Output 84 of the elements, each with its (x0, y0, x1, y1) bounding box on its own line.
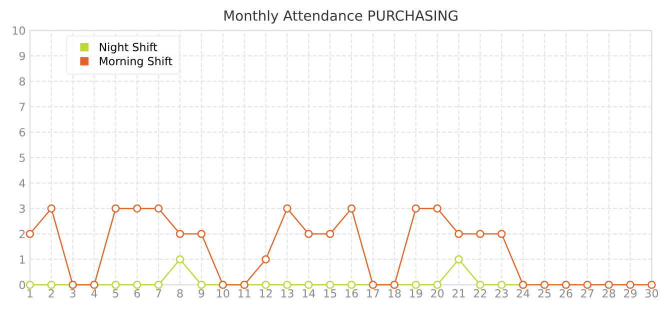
point (283, 204, 292, 213)
point (197, 230, 206, 238)
x-tick-label: 6 (134, 289, 140, 298)
x-tick-label: 5 (113, 289, 118, 298)
x-tick-label: 17 (367, 289, 380, 298)
point (154, 280, 163, 289)
point (347, 280, 356, 289)
point (412, 204, 420, 213)
x-tick-label: 29 (624, 289, 637, 298)
point (262, 255, 270, 264)
point (47, 280, 56, 289)
x-tick-label: 21 (452, 289, 465, 298)
legend-label: Morning Shift (100, 56, 172, 68)
point (176, 255, 184, 264)
x-tick-label: 4 (91, 289, 98, 298)
x-tick-label: 28 (602, 289, 616, 298)
point (476, 230, 484, 238)
point (498, 230, 506, 238)
point (454, 230, 463, 238)
x-tick-label: 9 (198, 289, 204, 298)
point (47, 204, 56, 213)
point (648, 280, 656, 289)
x-tick-label: 18 (388, 289, 401, 298)
x-tick-label: 20 (431, 289, 444, 298)
point (304, 230, 313, 238)
y-tick-label: 7 (20, 102, 25, 111)
y-tick-label: 8 (19, 77, 25, 86)
point (540, 280, 549, 289)
x-tick-label: 23 (495, 289, 508, 298)
x-tick-label: 3 (70, 289, 76, 298)
x-tick-label: 8 (177, 289, 183, 298)
x-tick-label: 16 (346, 289, 358, 298)
x-tick-label: 13 (281, 289, 294, 298)
legend-label: Night Shift (100, 42, 158, 54)
point (262, 280, 270, 289)
x-tick-label: 7 (156, 289, 162, 298)
y-tick-label: 5 (20, 154, 25, 162)
point (583, 280, 592, 289)
point (347, 204, 356, 213)
x-tick-label: 12 (260, 289, 272, 298)
y-tick-label: 1 (20, 255, 25, 264)
y-tick-label: 6 (19, 128, 26, 137)
point (133, 204, 142, 213)
x-tick-label: 10 (217, 289, 230, 298)
point (112, 280, 120, 289)
x-tick-label: 2 (48, 289, 54, 298)
point (304, 280, 313, 289)
x-tick-label: 25 (538, 289, 551, 298)
x-tick-label: 1 (28, 289, 32, 298)
point (26, 230, 34, 238)
point (562, 280, 570, 289)
point (476, 280, 484, 289)
point (326, 280, 334, 289)
x-tick-label: 26 (560, 289, 572, 298)
point (26, 280, 34, 289)
y-tick-label: 0 (19, 280, 26, 290)
point (604, 280, 613, 289)
x-tick-label: 30 (645, 289, 658, 298)
x-tick-label: 24 (516, 289, 530, 298)
point (412, 280, 420, 289)
x-tick-label: 11 (238, 289, 250, 298)
point (197, 280, 206, 289)
point (154, 204, 163, 213)
point (326, 230, 334, 238)
point (133, 280, 142, 289)
point (283, 280, 292, 289)
x-tick-label: 15 (324, 289, 336, 298)
y-tick-label: 3 (20, 204, 25, 213)
point (112, 204, 120, 213)
y-tick-label: 4 (19, 179, 26, 188)
x-tick-label: 19 (410, 289, 422, 298)
point (498, 280, 506, 289)
point (433, 280, 442, 289)
point (626, 280, 634, 289)
point (454, 255, 463, 264)
y-tick-label: 2 (20, 230, 25, 238)
y-tick-label: 10 (12, 26, 26, 35)
y-tick-label: 9 (19, 52, 25, 60)
point (433, 204, 442, 213)
chart-title: Monthly Attendance PURCHASING (224, 10, 458, 24)
x-tick-label: 27 (581, 289, 594, 298)
point (176, 230, 184, 238)
x-tick-label: 14 (302, 289, 316, 298)
x-tick-label: 22 (474, 289, 486, 298)
